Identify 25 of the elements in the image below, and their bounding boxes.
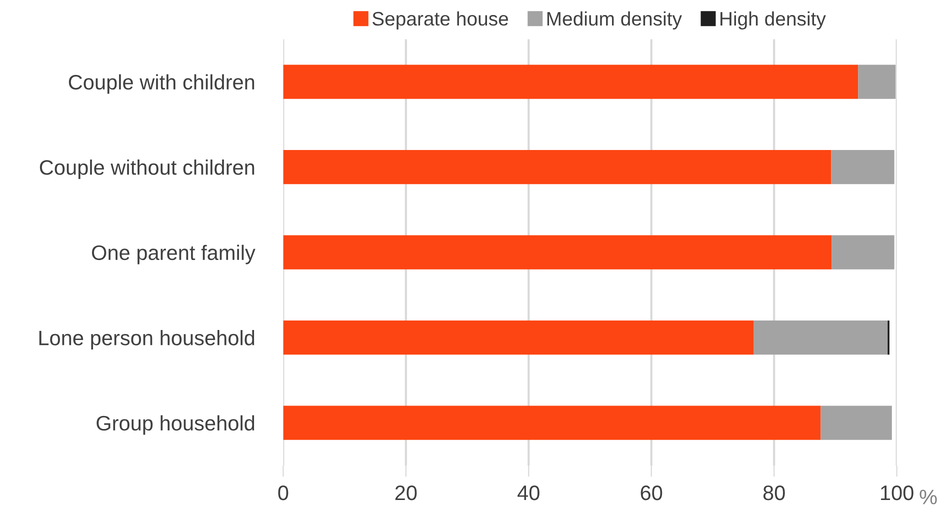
y-tick-label: Couple with children	[68, 74, 254, 94]
x-tick-label: 100	[881, 485, 914, 500]
x-tick-label: 60	[640, 485, 662, 500]
y-tick-label: Group household	[96, 415, 254, 435]
bar	[858, 64, 896, 99]
legend-label: Medium density	[547, 11, 682, 30]
x-tick-label: 0	[278, 485, 288, 500]
x-tick-label: 80	[763, 485, 785, 500]
bar	[820, 406, 892, 440]
y-tick-label: Lone person household	[39, 330, 254, 350]
bar	[832, 235, 894, 270]
x-tick-label: 20	[395, 485, 417, 500]
legend-label: Separate house	[372, 11, 508, 30]
y-tick-label: Couple without children	[40, 160, 254, 179]
bar	[283, 406, 821, 440]
bar	[283, 150, 832, 184]
x-tick-label: 40	[518, 485, 540, 500]
legend-label: High density	[720, 11, 826, 30]
y-tick-label: One parent family	[92, 244, 256, 264]
bar	[754, 320, 888, 355]
bar	[831, 150, 894, 184]
bar	[283, 235, 832, 270]
bar	[283, 320, 754, 355]
bar	[283, 64, 858, 99]
x-axis-title: %	[920, 490, 937, 504]
